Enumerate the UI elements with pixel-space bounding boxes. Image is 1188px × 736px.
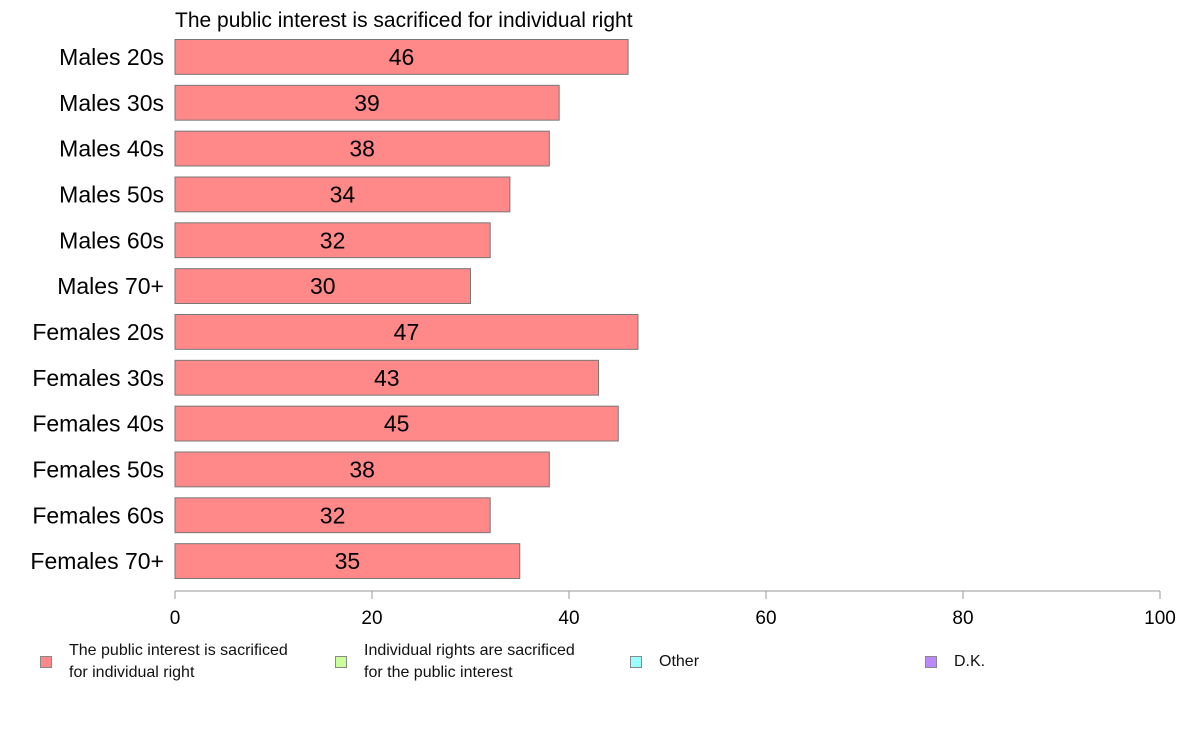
- x-tick-label: 60: [755, 608, 776, 629]
- category-label: Males 60s: [59, 227, 164, 253]
- legend-label: Other: [659, 653, 700, 670]
- legend-swatch: [630, 656, 642, 668]
- category-label: Males 30s: [59, 90, 164, 116]
- x-tick-label: 20: [361, 608, 382, 629]
- legend-swatch: [40, 656, 52, 668]
- category-label: Males 20s: [59, 44, 164, 70]
- bar-value-label: 43: [374, 365, 400, 391]
- category-label: Females 20s: [32, 319, 164, 345]
- legend-item-individual-rights: Individual rights are sacrificed for the…: [335, 640, 575, 684]
- bar: [174, 130, 550, 167]
- legend-label: D.K.: [954, 653, 986, 670]
- bar: [174, 84, 560, 121]
- x-tick-label: 100: [1144, 608, 1176, 629]
- bar-value-label: 32: [320, 227, 346, 253]
- category-label: Females 50s: [32, 456, 164, 482]
- legend-swatch: [925, 656, 937, 668]
- legend-item-other: Other: [630, 640, 699, 673]
- legend-label: The public interest is sacrificed for in…: [69, 642, 288, 681]
- chart-title: The public interest is sacrificed for in…: [175, 9, 633, 32]
- bar-value-label: 38: [349, 456, 375, 482]
- legend-swatch: [335, 656, 347, 668]
- x-axis: 0 20 40 60 80 100: [170, 590, 1176, 629]
- bar: [174, 359, 600, 396]
- bar-value-label: 30: [310, 273, 336, 299]
- bar: [174, 176, 511, 213]
- category-label: Males 40s: [59, 136, 164, 162]
- x-tick-label: 40: [558, 608, 579, 629]
- x-tick-label: 80: [952, 608, 973, 629]
- bar: [174, 497, 491, 534]
- legend: The public interest is sacrificed for in…: [0, 640, 1188, 690]
- bar: [174, 405, 619, 442]
- bar-value-label: 35: [335, 548, 361, 574]
- category-label: Males 70+: [57, 273, 164, 299]
- category-label: Females 60s: [32, 502, 164, 528]
- bar-value-label: 47: [394, 319, 420, 345]
- bar-value-label: 32: [320, 502, 346, 528]
- bar: [174, 543, 521, 580]
- bar-value-label: 45: [384, 411, 410, 437]
- bar: [174, 222, 491, 259]
- x-tick-label: 0: [170, 608, 181, 629]
- category-label: Females 30s: [32, 365, 164, 391]
- category-label: Females 70+: [30, 548, 164, 574]
- bar-value-label: 39: [354, 90, 380, 116]
- bar: [174, 39, 629, 75]
- category-label: Females 40s: [32, 411, 164, 437]
- bar: [174, 451, 550, 488]
- bar-value-label: 46: [389, 44, 415, 70]
- legend-label: Individual rights are sacrificed for the…: [364, 642, 575, 681]
- category-labels: Males 20s Males 30s Males 40s Males 50s Male…: [30, 44, 164, 574]
- legend-item-dk: D.K.: [925, 640, 985, 673]
- bar-value-label: 34: [330, 181, 356, 207]
- category-label: Males 50s: [59, 181, 164, 207]
- bar: [174, 268, 471, 304]
- bar: [174, 314, 639, 350]
- bar-value-label: 38: [349, 136, 375, 162]
- legend-item-public-interest: The public interest is sacrificed for in…: [40, 640, 288, 684]
